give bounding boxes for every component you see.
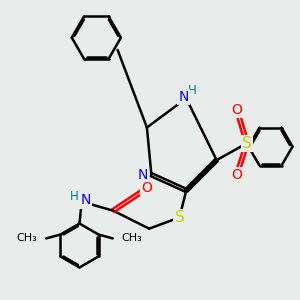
Text: N: N	[178, 90, 189, 104]
Text: S: S	[175, 210, 184, 225]
Text: O: O	[231, 168, 242, 182]
Text: CH₃: CH₃	[16, 233, 37, 243]
Text: H: H	[70, 190, 78, 203]
Text: O: O	[231, 103, 242, 116]
Text: N: N	[137, 168, 148, 182]
Text: N: N	[80, 194, 91, 207]
Text: S: S	[242, 136, 252, 151]
Text: CH₃: CH₃	[122, 233, 142, 243]
Text: O: O	[142, 181, 152, 195]
Text: H: H	[188, 84, 197, 97]
